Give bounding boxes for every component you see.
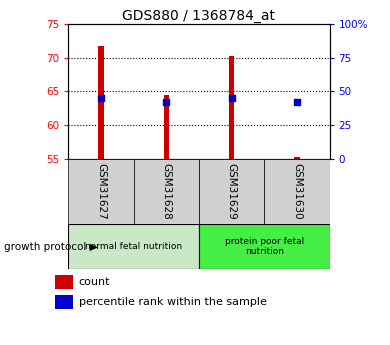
Bar	[199, 224, 330, 269]
Bar	[55, 275, 73, 289]
Text: normal fetal nutrition: normal fetal nutrition	[85, 242, 182, 251]
Point	[294, 99, 300, 104]
Bar	[55, 295, 73, 309]
Text: count: count	[79, 277, 110, 287]
Bar	[133, 159, 199, 224]
Bar	[229, 57, 234, 159]
Bar	[68, 159, 133, 224]
Bar	[164, 95, 169, 159]
Bar	[294, 157, 300, 159]
Text: percentile rank within the sample: percentile rank within the sample	[79, 297, 267, 307]
Point	[163, 99, 169, 104]
Title: GDS880 / 1368784_at: GDS880 / 1368784_at	[122, 9, 275, 23]
Point	[98, 95, 104, 101]
Bar	[199, 159, 264, 224]
Text: GSM31628: GSM31628	[161, 163, 171, 220]
Text: GSM31629: GSM31629	[227, 163, 237, 220]
Point	[229, 95, 235, 101]
Text: growth protocol ▶: growth protocol ▶	[4, 242, 98, 252]
Text: GSM31627: GSM31627	[96, 163, 106, 220]
Bar	[68, 224, 199, 269]
Bar	[98, 46, 103, 159]
Text: GSM31630: GSM31630	[292, 163, 302, 220]
Text: protein poor fetal
nutrition: protein poor fetal nutrition	[225, 237, 304, 256]
Bar	[264, 159, 330, 224]
